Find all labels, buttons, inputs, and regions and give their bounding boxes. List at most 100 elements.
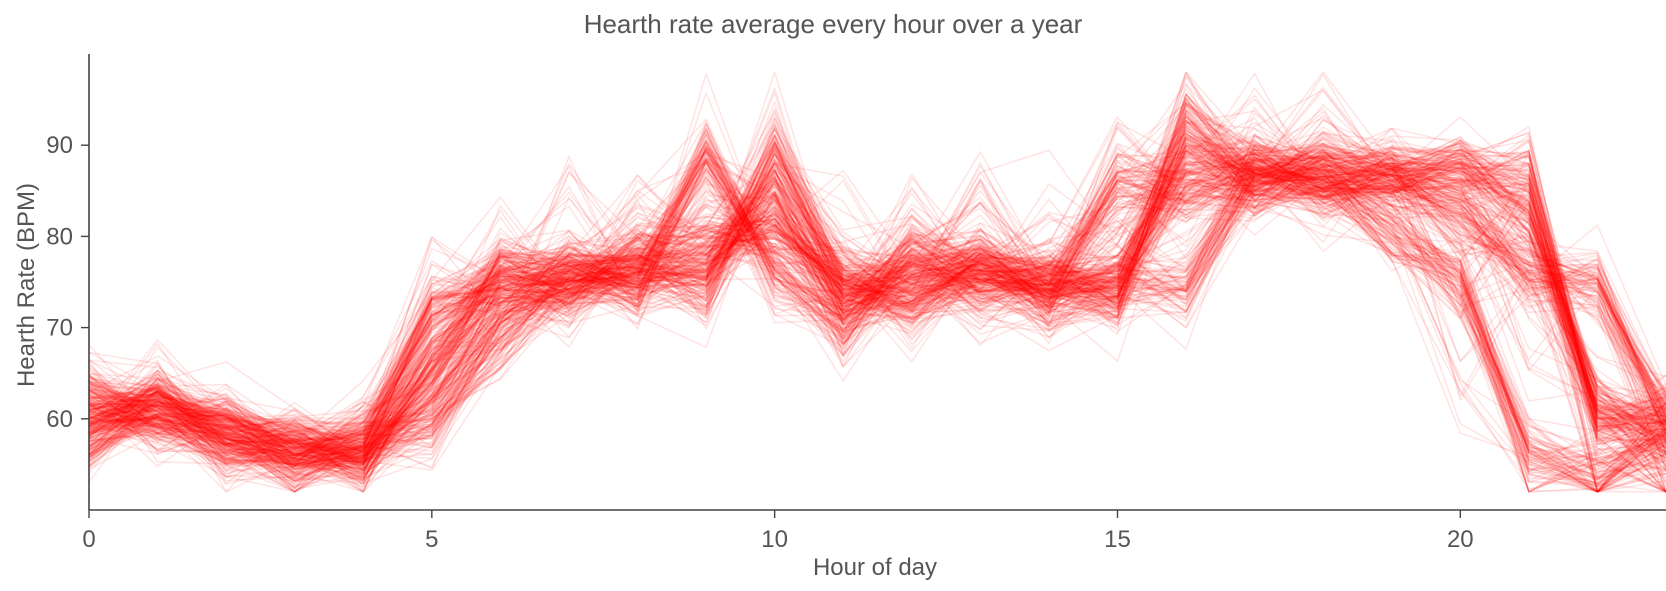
daily-series-line <box>88 157 1666 455</box>
daily-series-line <box>88 139 1666 454</box>
daily-series-line <box>88 74 1666 445</box>
daily-series-line <box>88 116 1666 464</box>
daily-series-line <box>88 133 1666 483</box>
daily-series-line <box>88 174 1666 488</box>
daily-series-line <box>88 71 1666 466</box>
daily-series-line <box>88 134 1666 461</box>
daily-series-line <box>88 71 1666 463</box>
daily-series-line <box>88 163 1666 493</box>
daily-series-line <box>88 122 1666 457</box>
daily-series-line <box>88 148 1666 493</box>
daily-series-line <box>88 87 1666 493</box>
chart-title: Hearth rate average every hour over a ye… <box>584 9 1083 39</box>
daily-series-line <box>88 92 1666 470</box>
daily-series-line <box>88 123 1666 487</box>
x-axis-label: Hour of day <box>813 554 937 581</box>
daily-series-line <box>88 104 1666 455</box>
daily-series-line <box>88 89 1666 459</box>
daily-series-line <box>88 167 1666 493</box>
daily-series-line <box>88 164 1666 483</box>
daily-series-line <box>88 143 1666 489</box>
daily-series-line <box>88 142 1666 463</box>
daily-series-line <box>88 133 1666 480</box>
daily-series-line <box>88 144 1666 459</box>
daily-series-line <box>88 130 1666 466</box>
daily-series-line <box>88 160 1666 462</box>
daily-series-line <box>88 139 1666 493</box>
daily-series-line <box>88 134 1666 493</box>
daily-series-line <box>88 153 1666 482</box>
daily-series-line <box>88 98 1666 470</box>
daily-series-line <box>88 133 1666 466</box>
daily-series-line <box>88 107 1666 483</box>
daily-series-line <box>88 168 1666 466</box>
daily-series-line <box>88 150 1666 478</box>
x-tick-label: 0 <box>82 526 95 553</box>
daily-series-line <box>88 171 1666 493</box>
daily-series-line <box>88 119 1666 456</box>
daily-series-line <box>88 71 1666 456</box>
daily-series-line <box>88 140 1666 462</box>
daily-series-line <box>88 93 1666 475</box>
daily-series-line <box>88 151 1666 491</box>
daily-series-line <box>88 162 1666 471</box>
daily-series-line <box>88 176 1666 493</box>
daily-series-line <box>88 148 1666 457</box>
y-tick-label: 60 <box>46 406 73 433</box>
daily-series-line <box>88 103 1666 476</box>
daily-series-line <box>88 155 1666 479</box>
daily-series-line <box>88 88 1666 445</box>
daily-series-line <box>88 148 1666 480</box>
daily-series-line <box>88 159 1666 493</box>
daily-series-line <box>88 110 1666 471</box>
daily-series-line <box>88 156 1666 452</box>
daily-series-line <box>88 114 1666 479</box>
y-axis-label: Hearth Rate (BPM) <box>13 183 40 387</box>
x-tick-label: 5 <box>425 526 438 553</box>
daily-series-line <box>88 136 1666 477</box>
daily-series-line <box>88 142 1666 482</box>
daily-series-line <box>88 144 1666 463</box>
daily-series-line <box>88 182 1666 493</box>
daily-series-line <box>88 176 1666 471</box>
daily-series-line <box>88 159 1666 474</box>
daily-series-line <box>88 152 1666 481</box>
daily-series-line <box>88 140 1666 478</box>
daily-series-line <box>88 138 1666 441</box>
daily-series-line <box>88 101 1666 453</box>
daily-series-line <box>88 120 1666 476</box>
daily-series-line <box>88 163 1666 471</box>
daily-series-line <box>88 158 1666 474</box>
daily-series-line <box>88 98 1666 471</box>
daily-series-line <box>88 142 1666 472</box>
daily-series-line <box>88 110 1666 493</box>
daily-series-line <box>88 141 1666 493</box>
daily-series-line <box>88 138 1666 479</box>
daily-series-line <box>88 151 1666 493</box>
daily-series-line <box>88 138 1666 474</box>
daily-series-line <box>88 148 1666 464</box>
y-tick-label: 90 <box>46 132 73 159</box>
daily-series-line <box>88 161 1666 457</box>
daily-series-line <box>88 114 1666 464</box>
daily-series-line <box>88 160 1666 469</box>
daily-series-line <box>88 153 1666 456</box>
daily-series-line <box>88 72 1666 493</box>
daily-series-line <box>88 99 1666 468</box>
daily-series-line <box>88 161 1666 466</box>
daily-series-line <box>88 127 1666 489</box>
daily-series-line <box>88 161 1666 454</box>
daily-series-line <box>88 165 1666 493</box>
daily-series-line <box>88 115 1666 454</box>
daily-series-line <box>88 100 1666 465</box>
daily-series-line <box>88 109 1666 456</box>
daily-series-line <box>88 136 1666 465</box>
daily-series-line <box>88 143 1666 479</box>
daily-series-line <box>88 173 1666 465</box>
daily-series-line <box>88 154 1666 468</box>
daily-series-line <box>88 161 1666 493</box>
daily-series-line <box>88 124 1666 466</box>
daily-series-line <box>88 167 1666 471</box>
daily-series-line <box>88 149 1666 493</box>
